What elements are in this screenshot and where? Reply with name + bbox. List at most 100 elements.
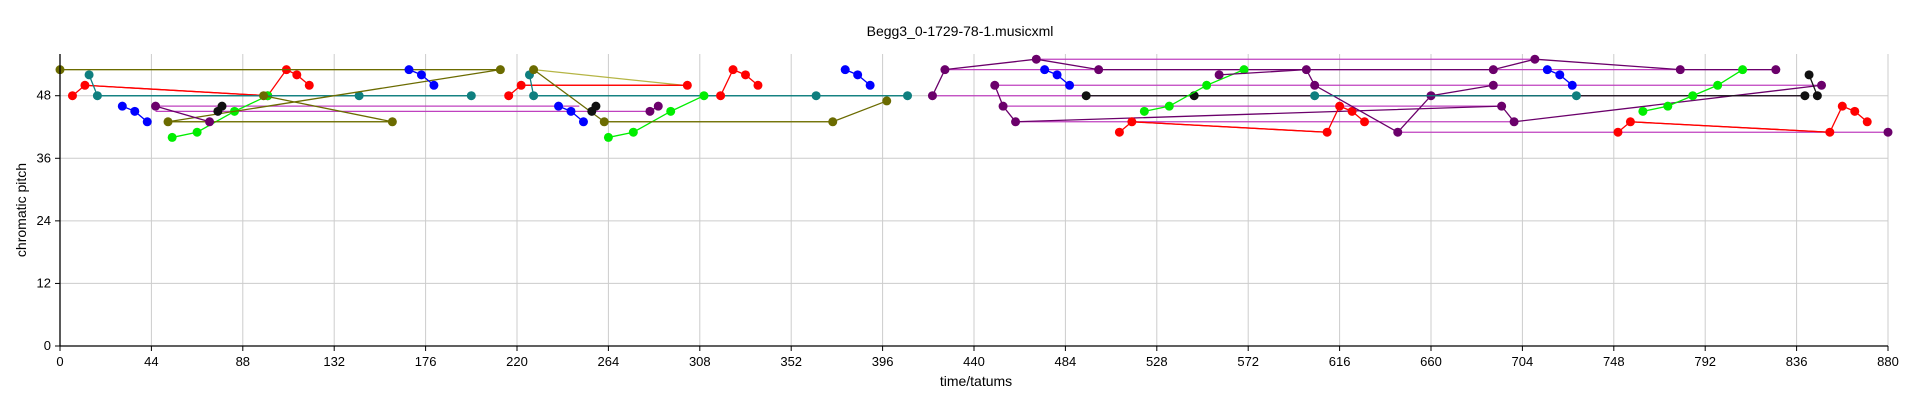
note-point-17-3 bbox=[1094, 65, 1104, 75]
note-point-12-2 bbox=[828, 117, 838, 127]
series-15 bbox=[716, 65, 763, 101]
note-point-6-1 bbox=[205, 117, 215, 127]
series-line-12 bbox=[533, 69, 887, 123]
note-point-3-1 bbox=[92, 91, 102, 101]
note-point-16-2 bbox=[865, 80, 875, 90]
note-point-21-0 bbox=[1114, 127, 1124, 137]
x-tick-label-19: 836 bbox=[1786, 354, 1808, 369]
note-point-8-1 bbox=[516, 80, 526, 90]
y-tick-label-4: 48 bbox=[37, 88, 51, 103]
note-point-0-5 bbox=[304, 80, 314, 90]
series-1 bbox=[117, 101, 152, 127]
series-24 bbox=[1310, 91, 1581, 101]
note-point-7-2 bbox=[429, 80, 439, 90]
note-point-16-0 bbox=[840, 65, 850, 75]
note-point-4-3 bbox=[387, 117, 397, 127]
note-point-12-0 bbox=[529, 65, 539, 75]
note-point-18-1 bbox=[1052, 70, 1062, 80]
note-point-22-3 bbox=[1239, 65, 1249, 75]
note-point-4-2 bbox=[163, 117, 173, 127]
series-6 bbox=[151, 101, 215, 127]
series-21 bbox=[1114, 101, 1370, 137]
series-16 bbox=[840, 65, 875, 90]
note-point-14-0 bbox=[645, 106, 655, 116]
x-tick-label-18: 792 bbox=[1694, 354, 1716, 369]
note-point-21-4 bbox=[1347, 106, 1357, 116]
note-point-24-1 bbox=[1571, 91, 1581, 101]
note-point-22-2 bbox=[1202, 80, 1212, 90]
x-tick-label-2: 88 bbox=[236, 354, 250, 369]
note-point-23-1 bbox=[1301, 65, 1311, 75]
note-point-15-2 bbox=[741, 70, 750, 80]
series-11 bbox=[603, 91, 709, 142]
note-point-12-3 bbox=[882, 96, 892, 106]
note-point-23-0 bbox=[1214, 70, 1224, 80]
series-19 bbox=[990, 80, 1827, 127]
note-point-15-1 bbox=[728, 65, 738, 75]
note-point-0-1 bbox=[80, 80, 90, 90]
series-29 bbox=[1883, 127, 1893, 137]
series-10 bbox=[554, 101, 588, 127]
series-line-11 bbox=[608, 95, 705, 139]
x-tick-label-10: 440 bbox=[963, 354, 985, 369]
chart-title: Begg3_0-1729-78-1.musicxml bbox=[867, 23, 1054, 39]
note-point-18-0 bbox=[1040, 65, 1050, 75]
note-point-17-6 bbox=[1675, 65, 1685, 75]
note-point-21-2 bbox=[1322, 127, 1332, 137]
note-point-14-1 bbox=[653, 101, 663, 111]
series-18 bbox=[1040, 65, 1075, 90]
series-28 bbox=[1804, 70, 1822, 101]
note-point-2-1 bbox=[192, 127, 202, 137]
series-line-2 bbox=[172, 95, 269, 139]
series-13 bbox=[587, 101, 601, 116]
note-point-2-0 bbox=[167, 132, 177, 142]
note-point-1-0 bbox=[117, 101, 127, 111]
series-line-6 bbox=[155, 105, 210, 123]
series-line-23 bbox=[1219, 68, 1494, 134]
note-point-7-1 bbox=[416, 70, 426, 80]
note-point-19-5 bbox=[1817, 80, 1827, 90]
tick-labels: 0 44 88 132 176 220 264 308 352 396 440 484 528 572 61… bbox=[37, 88, 1899, 369]
y-tick-label-0: 0 bbox=[44, 338, 51, 353]
note-point-20-2 bbox=[1800, 91, 1810, 101]
note-point-17-7 bbox=[1771, 65, 1781, 75]
note-point-20-0 bbox=[1081, 91, 1091, 101]
x-tick-label-12: 528 bbox=[1146, 354, 1168, 369]
note-point-3-3 bbox=[466, 91, 476, 101]
series-20 bbox=[1081, 91, 1810, 101]
note-point-17-0 bbox=[927, 91, 937, 101]
x-tick-label-13: 572 bbox=[1237, 354, 1259, 369]
note-point-5-1 bbox=[217, 101, 227, 111]
grid-lines bbox=[59, 54, 1889, 347]
note-point-27-5 bbox=[1862, 117, 1872, 127]
note-series bbox=[55, 54, 1893, 142]
note-point-28-1 bbox=[1812, 91, 1822, 101]
note-point-23-3 bbox=[1393, 127, 1403, 137]
note-point-4-4 bbox=[259, 91, 269, 101]
x-tick-label-6: 264 bbox=[598, 354, 620, 369]
note-point-3-2 bbox=[354, 91, 364, 101]
note-point-11-2 bbox=[666, 106, 676, 116]
note-point-25-1 bbox=[1555, 70, 1565, 80]
note-point-27-2 bbox=[1825, 127, 1835, 137]
note-point-19-2 bbox=[1011, 117, 1021, 127]
series-23 bbox=[1214, 65, 1498, 137]
series-8 bbox=[504, 80, 692, 101]
series-3 bbox=[84, 70, 476, 101]
note-point-9-2 bbox=[811, 91, 821, 101]
note-point-27-1 bbox=[1625, 117, 1635, 127]
x-tick-label-5: 220 bbox=[506, 354, 528, 369]
note-point-27-4 bbox=[1850, 106, 1860, 116]
note-point-18-2 bbox=[1065, 80, 1075, 90]
series-22 bbox=[1139, 65, 1249, 116]
x-tick-label-4: 176 bbox=[415, 354, 437, 369]
note-point-26-3 bbox=[1713, 80, 1723, 90]
note-point-4-1 bbox=[495, 65, 505, 75]
note-point-17-5 bbox=[1530, 54, 1540, 64]
note-point-19-3 bbox=[1497, 101, 1507, 111]
note-point-0-4 bbox=[292, 70, 302, 80]
note-point-17-1 bbox=[940, 65, 950, 75]
x-tick-label-14: 616 bbox=[1329, 354, 1351, 369]
note-point-11-0 bbox=[603, 132, 613, 142]
